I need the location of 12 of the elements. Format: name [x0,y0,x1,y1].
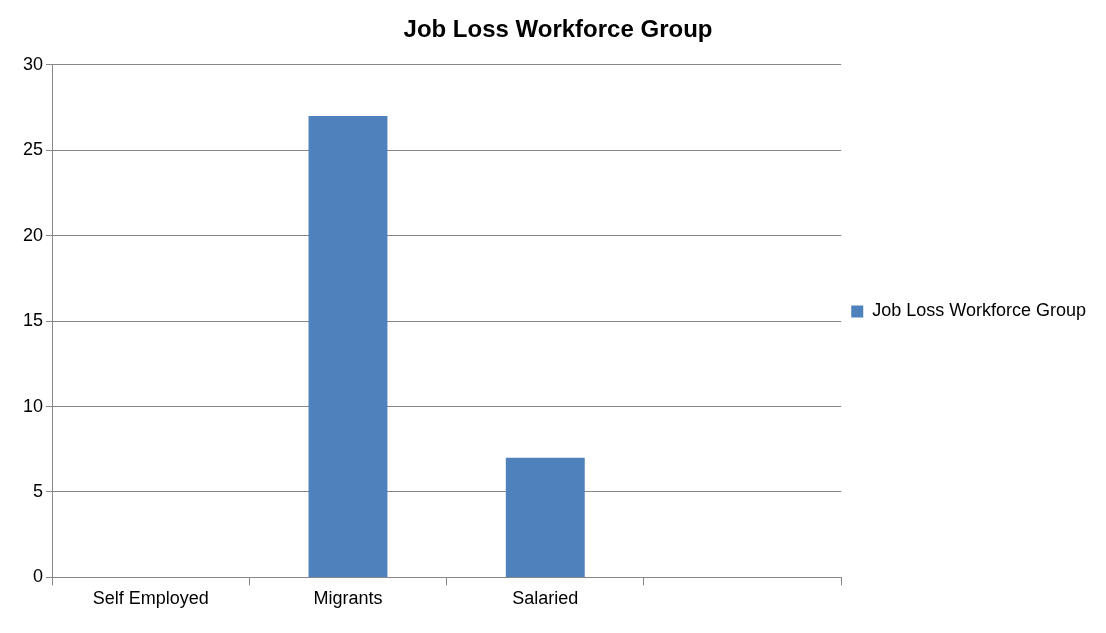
x-tick-label: Salaried [512,588,579,609]
y-tick-label: 25 [22,139,44,160]
y-tick-label: 15 [22,310,44,331]
y-tick-label: 10 [22,395,44,416]
y-tick-label: 20 [22,224,44,245]
x-tick-label: Migrants [313,588,383,609]
legend-label: Job Loss Workforce Group [872,300,1087,321]
y-tick-label: 30 [22,53,44,74]
y-tick-label: 0 [33,566,44,587]
y-tick-label: 5 [33,480,44,501]
chart-title: Job Loss Workforce Group [403,15,713,43]
x-tick-label: Self Employed [92,588,209,609]
